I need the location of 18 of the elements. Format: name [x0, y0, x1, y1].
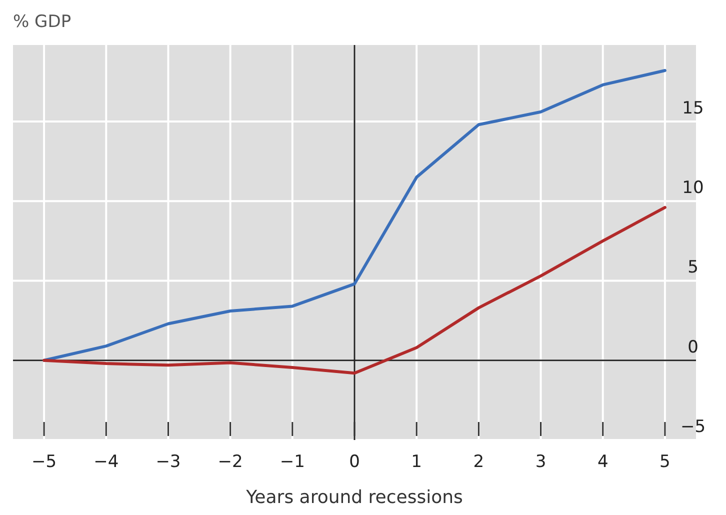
y-tick-label: 10	[682, 178, 704, 198]
x-tick-label: 5	[660, 452, 670, 472]
chart-title: % GDP	[13, 12, 72, 32]
x-tick-label: 2	[473, 452, 484, 472]
y-tick-label: 15	[682, 98, 704, 118]
x-tick-label: 3	[535, 452, 546, 472]
x-tick-label: 0	[349, 452, 360, 472]
x-tick-label: 4	[597, 452, 608, 472]
y-tick-label: −5	[680, 417, 706, 437]
x-tick-label: −4	[94, 452, 119, 472]
x-axis-title: Years around recessions	[245, 487, 463, 508]
x-tick-label: −5	[32, 452, 57, 472]
x-tick-label: 1	[411, 452, 422, 472]
x-tick-label: −3	[156, 452, 181, 472]
y-tick-label: 5	[688, 258, 698, 278]
x-tick-label: −2	[218, 452, 243, 472]
x-tick-label: −1	[280, 452, 305, 472]
y-tick-label: 0	[688, 337, 698, 358]
